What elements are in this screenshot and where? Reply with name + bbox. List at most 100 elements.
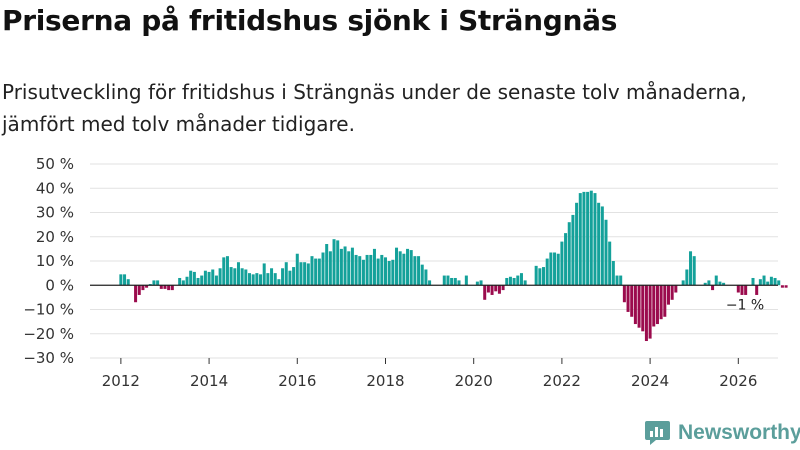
bar (556, 253, 560, 286)
bar (681, 280, 685, 286)
bar (593, 193, 597, 286)
bar (575, 202, 579, 286)
bar (148, 284, 152, 286)
bar (512, 277, 516, 286)
x-tick-label: 2022 (543, 372, 581, 390)
bar (740, 285, 744, 295)
bar (766, 281, 770, 286)
bar (123, 274, 127, 286)
bar (626, 285, 630, 312)
bar (674, 285, 678, 293)
bar (523, 280, 527, 286)
bar (251, 274, 255, 286)
bar (501, 285, 505, 291)
y-tick-label: 40 % (36, 179, 74, 197)
bar (611, 261, 615, 286)
bar (758, 279, 762, 286)
x-tick-label: 2020 (455, 372, 493, 390)
y-tick-label: −30 % (23, 349, 74, 367)
bar (347, 251, 351, 286)
bar (619, 275, 623, 286)
bar (549, 252, 553, 286)
bar (145, 285, 149, 288)
bar (615, 275, 619, 286)
bar (310, 256, 314, 286)
bar (630, 285, 634, 317)
bar (321, 252, 325, 286)
bar (292, 267, 296, 286)
bar (722, 282, 726, 286)
y-tick-label: −20 % (23, 325, 74, 343)
bar (497, 285, 501, 294)
bar (152, 280, 156, 286)
bar (218, 268, 222, 286)
newsworthy-logo-icon (645, 421, 670, 445)
bar (442, 275, 446, 286)
y-tick-label: 20 % (36, 228, 74, 246)
bar (354, 254, 358, 286)
bar (714, 275, 718, 286)
bar (277, 279, 281, 286)
bar (777, 280, 781, 286)
bar (542, 267, 546, 286)
bar (773, 277, 777, 286)
bar (387, 261, 391, 286)
bar (380, 254, 384, 286)
bar (516, 275, 520, 286)
bar (663, 285, 667, 317)
bar (597, 202, 601, 286)
y-tick-label: 10 % (36, 252, 74, 270)
bar (608, 241, 612, 286)
bar (670, 285, 674, 300)
bar (262, 263, 266, 286)
bar (244, 269, 248, 286)
bar (207, 271, 211, 286)
bar (564, 233, 568, 286)
bar (369, 254, 373, 286)
bar (200, 275, 204, 286)
grid-lines (90, 163, 778, 359)
bar (203, 270, 207, 286)
bar (655, 285, 659, 325)
bar (395, 247, 399, 286)
bar (718, 281, 722, 286)
bar (762, 275, 766, 286)
bar (306, 263, 310, 286)
bar (490, 285, 494, 295)
bar (457, 280, 461, 286)
bar (170, 285, 174, 291)
bar (483, 285, 487, 300)
bar (567, 222, 571, 286)
x-tick-label: 2024 (631, 372, 669, 390)
bar (383, 257, 387, 286)
bar (376, 258, 380, 286)
bar (137, 285, 141, 295)
bar (519, 273, 523, 286)
bar (413, 256, 417, 286)
bar (641, 285, 645, 332)
bar (589, 190, 593, 286)
x-tick-label: 2018 (366, 372, 404, 390)
bar (178, 277, 182, 286)
bar (692, 256, 696, 286)
bar (350, 247, 354, 286)
bar (295, 253, 299, 286)
x-tick-label: 2016 (278, 372, 316, 390)
bar (119, 274, 123, 286)
bar (736, 285, 740, 293)
bars (119, 190, 788, 342)
bar (689, 251, 693, 286)
bar (236, 262, 240, 286)
bar (398, 251, 402, 286)
bar (325, 244, 329, 286)
bar (328, 251, 332, 286)
bar (225, 256, 229, 286)
bar (134, 285, 138, 303)
x-tick-label: 2012 (102, 372, 140, 390)
y-tick-label: 50 % (36, 155, 74, 173)
bar (744, 285, 748, 295)
bar (270, 268, 274, 286)
bar (600, 206, 604, 286)
bar (560, 241, 564, 286)
bar (299, 262, 303, 286)
